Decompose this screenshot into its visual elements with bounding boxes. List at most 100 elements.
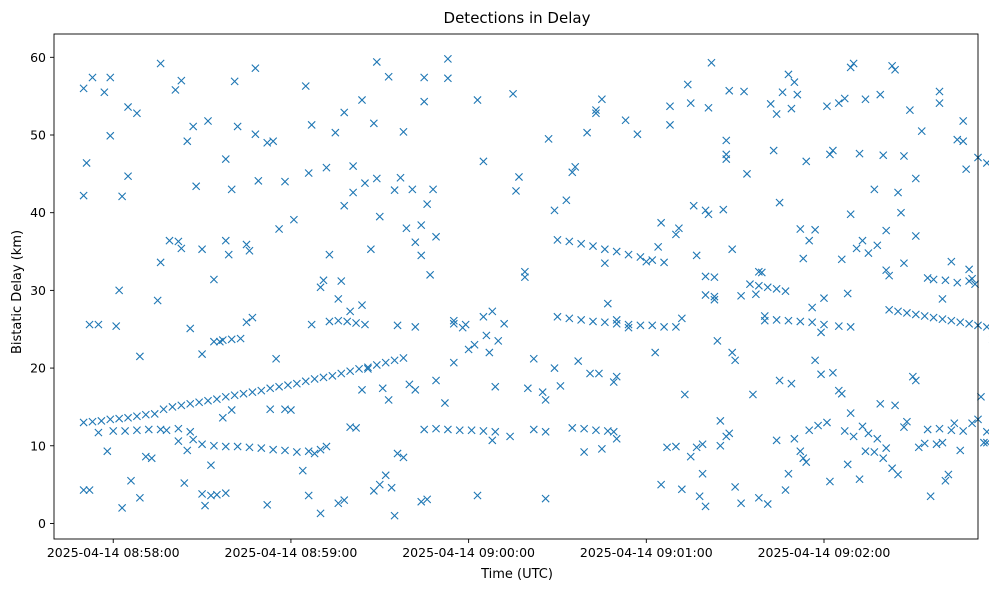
data-point <box>248 313 257 322</box>
data-point <box>266 384 275 393</box>
data-point <box>701 206 710 215</box>
data-point <box>932 440 941 449</box>
data-point <box>109 427 118 435</box>
data-point <box>817 328 826 337</box>
data-point <box>135 493 144 502</box>
data-point <box>677 485 686 494</box>
data-point <box>591 426 600 435</box>
data-point <box>772 110 781 119</box>
data-point <box>144 425 153 434</box>
data-point <box>485 348 494 357</box>
data-point <box>891 65 900 74</box>
data-point <box>740 87 749 96</box>
data-point <box>491 427 500 436</box>
data-point <box>432 376 441 385</box>
data-point <box>183 446 192 455</box>
data-point <box>304 169 313 178</box>
data-point <box>201 501 210 510</box>
y-tick-label: 40 <box>30 205 46 220</box>
data-point <box>894 470 903 479</box>
data-point <box>784 316 793 325</box>
data-point <box>331 128 340 137</box>
data-point <box>825 477 834 486</box>
data-point <box>174 437 183 446</box>
data-point <box>908 372 917 381</box>
data-point <box>118 192 127 201</box>
data-point <box>873 434 882 443</box>
data-point <box>891 401 900 410</box>
data-point <box>716 441 725 450</box>
data-point <box>399 353 408 362</box>
data-point <box>805 236 814 245</box>
data-point <box>713 336 722 345</box>
data-point <box>183 137 192 146</box>
data-point <box>198 489 207 498</box>
data-point <box>766 99 775 108</box>
data-point <box>671 322 680 331</box>
data-point <box>849 59 858 68</box>
data-point <box>443 54 452 63</box>
y-tick-label: 50 <box>30 128 46 143</box>
data-point <box>701 502 710 511</box>
data-point <box>325 250 334 259</box>
data-point <box>574 357 583 366</box>
y-tick-label: 30 <box>30 283 46 298</box>
data-point <box>633 130 642 139</box>
data-point <box>781 287 790 296</box>
data-point <box>772 436 781 445</box>
data-point <box>911 232 920 240</box>
data-point <box>722 136 731 145</box>
data-point <box>858 422 867 431</box>
data-point <box>568 168 577 177</box>
data-point <box>843 460 852 469</box>
data-point <box>369 486 378 495</box>
data-point <box>221 489 230 498</box>
data-point <box>671 442 680 451</box>
data-point <box>269 137 278 146</box>
data-point <box>488 436 497 445</box>
data-point <box>162 426 171 435</box>
data-point <box>251 64 260 73</box>
data-point <box>737 291 746 300</box>
data-point <box>923 425 932 434</box>
data-point <box>500 319 509 328</box>
data-point <box>233 442 242 451</box>
data-point <box>263 500 272 509</box>
data-point <box>132 109 141 118</box>
data-point <box>473 491 482 500</box>
data-point <box>600 259 609 268</box>
data-point <box>227 335 236 344</box>
data-point <box>343 317 352 326</box>
data-point <box>580 424 589 433</box>
data-point <box>523 384 532 393</box>
data-point <box>269 445 278 454</box>
data-point <box>834 322 843 331</box>
data-point <box>864 429 873 438</box>
data-point <box>251 130 260 139</box>
data-point <box>316 509 325 518</box>
data-point <box>479 157 488 166</box>
data-point <box>550 364 559 373</box>
data-point <box>544 134 553 143</box>
data-point <box>186 399 195 408</box>
data-point <box>100 88 109 97</box>
data-point <box>94 428 103 437</box>
data-point <box>198 350 207 359</box>
data-point <box>206 461 215 470</box>
data-point <box>340 201 349 210</box>
data-point <box>384 72 393 81</box>
data-point <box>754 267 763 276</box>
data-point <box>390 511 399 520</box>
data-point <box>825 150 834 159</box>
data-point <box>204 396 212 405</box>
data-point <box>941 276 950 285</box>
data-point <box>796 447 805 456</box>
data-point <box>393 449 402 458</box>
data-point <box>636 252 645 261</box>
data-point <box>127 476 135 485</box>
data-point <box>375 212 384 221</box>
data-point <box>209 275 218 284</box>
data-point <box>772 315 781 324</box>
data-point <box>674 224 683 233</box>
data-point <box>464 345 473 354</box>
